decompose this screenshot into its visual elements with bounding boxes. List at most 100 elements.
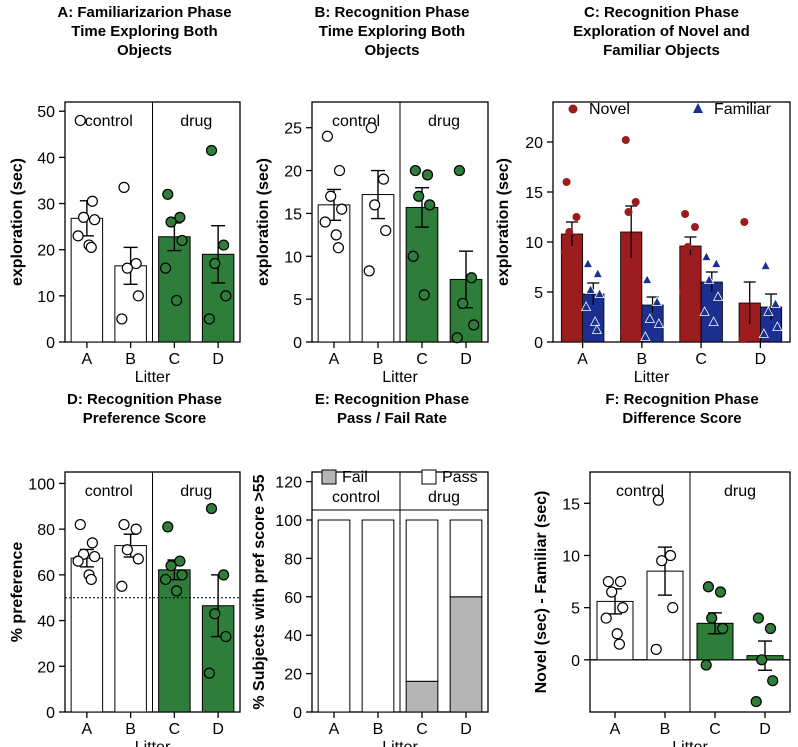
y-tick-label: 80 <box>284 551 302 568</box>
y-tick-label: 0 <box>534 335 543 352</box>
chart-title-line: Objects <box>117 42 172 59</box>
data-point <box>132 290 144 302</box>
data-point <box>764 622 777 635</box>
data-point-familiar <box>763 306 774 316</box>
data-point <box>85 573 97 586</box>
y-tick-label: 120 <box>275 475 302 492</box>
x-tick-label: A <box>82 351 93 368</box>
data-point-familiar <box>701 251 712 261</box>
y-tick-label: 20 <box>37 659 55 676</box>
chart-panel-a: A: Familiarizarion Phase Time Exploring B… <box>9 4 241 386</box>
x-tick-label: C <box>169 351 181 368</box>
y-tick-label: 50 <box>37 104 55 121</box>
data-point-novel <box>565 228 574 236</box>
data-point-novel <box>743 328 752 336</box>
x-tick-label: A <box>329 351 340 368</box>
bar-pass <box>317 519 351 713</box>
bar-fail <box>405 680 439 713</box>
x-axis-label: Litter <box>382 739 418 747</box>
data-point <box>756 654 768 666</box>
bar-pass <box>449 519 483 598</box>
group-label-control: control <box>85 113 133 130</box>
data-point <box>457 297 469 310</box>
y-tick-label: 20 <box>284 164 302 181</box>
data-point <box>332 242 344 254</box>
x-tick-label: C <box>416 721 428 738</box>
group-label-drug: drug <box>180 483 212 500</box>
group-label-drug: drug <box>428 113 460 130</box>
data-point <box>72 230 84 242</box>
y-tick-label: 10 <box>37 289 55 306</box>
y-tick-label: 20 <box>37 243 55 260</box>
data-point <box>116 313 128 325</box>
data-point <box>118 181 130 193</box>
legend-marker-familiar <box>693 103 703 113</box>
data-point <box>365 122 377 134</box>
data-point-novel <box>738 335 747 343</box>
plot-frame <box>552 101 791 343</box>
data-point-familiar <box>699 306 710 316</box>
group-label-drug: drug <box>724 483 756 500</box>
data-point <box>717 622 729 635</box>
data-point <box>176 234 188 247</box>
x-tick-label: A <box>82 721 93 738</box>
y-tick-label: 5 <box>293 292 302 309</box>
data-point <box>714 586 727 598</box>
data-point <box>203 313 215 325</box>
data-point-novel <box>571 283 580 291</box>
x-tick-label: B <box>660 721 671 738</box>
data-point <box>421 169 434 181</box>
data-point-novel <box>572 213 581 221</box>
data-point-familiar <box>651 296 663 306</box>
data-point <box>203 667 215 679</box>
data-point-familiar <box>580 301 592 311</box>
data-point-novel <box>569 268 578 276</box>
group-label-drug: drug <box>180 113 212 130</box>
data-point-novel <box>690 223 699 231</box>
data-point <box>220 290 232 302</box>
data-point <box>336 203 348 215</box>
y-axis-label: Novel (sec) - Familiar (sec) <box>533 491 550 694</box>
data-point <box>74 518 86 531</box>
y-tick-label: 0 <box>293 705 302 722</box>
x-tick-label: D <box>212 351 224 368</box>
x-axis-label: Litter <box>634 369 670 386</box>
y-tick-label: 80 <box>37 522 55 539</box>
data-point-familiar <box>644 313 656 323</box>
data-point-novel <box>752 333 761 341</box>
data-point-familiar <box>758 328 770 338</box>
group-label-control: control <box>616 483 664 500</box>
x-tick-label: B <box>125 721 136 738</box>
chart-title-line: Time Exploring Both <box>319 23 465 40</box>
bar-pass <box>361 519 395 713</box>
data-point <box>74 114 86 127</box>
x-tick-label: C <box>169 721 181 738</box>
data-point-novel <box>683 243 692 251</box>
data-point <box>218 569 230 581</box>
data-point-novel <box>750 308 759 316</box>
data-point-familiar <box>594 288 605 298</box>
data-point-familiar <box>711 258 722 268</box>
y-tick-label: 10 <box>284 249 302 266</box>
x-tick-label: C <box>695 351 707 368</box>
x-axis-label: Litter <box>135 739 171 747</box>
y-tick-label: 15 <box>284 206 302 223</box>
data-point-novel <box>562 178 571 186</box>
data-point <box>330 229 342 241</box>
bar <box>114 545 147 713</box>
data-point <box>220 630 232 643</box>
data-point-familiar <box>592 268 603 278</box>
x-tick-label: D <box>759 721 771 738</box>
y-tick-label: 40 <box>37 614 55 631</box>
x-tick-label: D <box>460 721 472 738</box>
x-axis-label: Litter <box>135 369 171 386</box>
data-point <box>165 560 177 572</box>
x-tick-label: B <box>373 351 384 368</box>
data-point <box>333 164 346 177</box>
data-point <box>611 628 623 640</box>
data-point <box>363 265 375 277</box>
data-point-familiar <box>641 274 653 284</box>
data-point <box>418 289 430 301</box>
y-tick-label: 5 <box>534 285 543 302</box>
chart-panel-f: F: Recognition Phase Difference Score 0 5 10… <box>533 391 791 747</box>
